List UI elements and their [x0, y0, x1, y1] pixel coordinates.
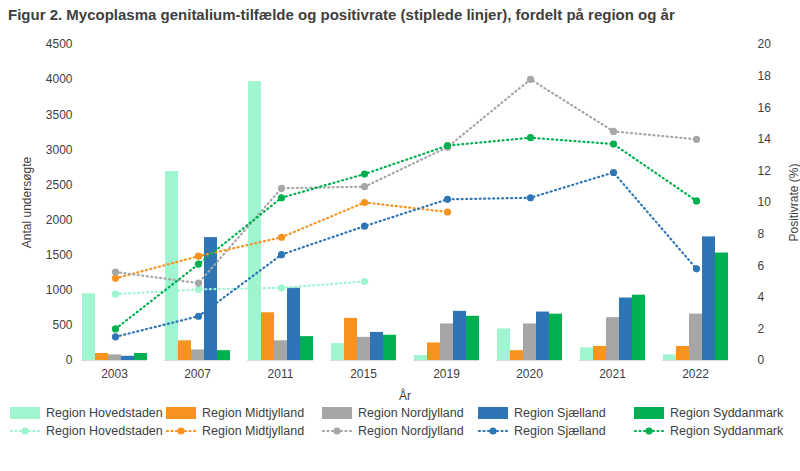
html-text:Region Nordjylland: Region Nordjylland	[358, 424, 464, 438]
svg-text:1000: 1000	[46, 283, 73, 297]
svg-text:4000: 4000	[46, 72, 73, 86]
svg-text:14: 14	[758, 132, 772, 146]
html-text:Region Midtjylland: Region Midtjylland	[202, 424, 305, 438]
svg-text:6: 6	[758, 259, 765, 273]
svg-text:4: 4	[758, 290, 765, 304]
svg-text:2000: 2000	[46, 213, 73, 227]
svg-text:2022: 2022	[682, 367, 709, 381]
html-text:Region Midtjylland: Region Midtjylland	[202, 406, 305, 420]
svg-text:20: 20	[758, 37, 772, 51]
svg-text:2015: 2015	[350, 367, 377, 381]
html-text:Figur 2. Mycoplasma genitalium: Figur 2. Mycoplasma genitalium-tilfælde …	[8, 6, 675, 23]
html-text:Region Nordjylland: Region Nordjylland	[358, 406, 464, 420]
html-text:Region Hovedstaden: Region Hovedstaden	[46, 406, 163, 420]
html-text:Region Hovedstaden: Region Hovedstaden	[46, 424, 163, 438]
html-text:Region Syddanmark: Region Syddanmark	[670, 424, 784, 438]
html-text:Region Sjælland: Region Sjælland	[514, 424, 606, 438]
svg-text:2007: 2007	[184, 367, 211, 381]
svg-text:18: 18	[758, 69, 772, 83]
html-text:Region Sjælland: Region Sjælland	[514, 406, 606, 420]
svg-text:2: 2	[758, 322, 765, 336]
svg-text:8: 8	[758, 227, 765, 241]
svg-text:10: 10	[758, 195, 772, 209]
svg-text:3000: 3000	[46, 143, 73, 157]
svg-text:12: 12	[758, 164, 772, 178]
svg-text:1500: 1500	[46, 248, 73, 262]
html-text:Region Syddanmark: Region Syddanmark	[670, 406, 784, 420]
svg-text:4500: 4500	[46, 37, 73, 51]
svg-text:2021: 2021	[599, 367, 626, 381]
svg-text:2500: 2500	[46, 178, 73, 192]
svg-text:2019: 2019	[433, 367, 460, 381]
svg-text:0: 0	[66, 353, 73, 367]
svg-text:3500: 3500	[46, 108, 73, 122]
svg-text:År: År	[399, 388, 411, 403]
svg-text:2020: 2020	[516, 367, 543, 381]
svg-text:2003: 2003	[101, 367, 128, 381]
svg-text:2011: 2011	[268, 367, 294, 381]
svg-text:Positivrate (%): Positivrate (%)	[787, 163, 800, 241]
svg-text:0: 0	[758, 353, 765, 367]
svg-text:16: 16	[758, 101, 772, 115]
svg-text:500: 500	[52, 318, 72, 332]
svg-text:Antal undersøgte: Antal undersøgte	[20, 156, 34, 248]
